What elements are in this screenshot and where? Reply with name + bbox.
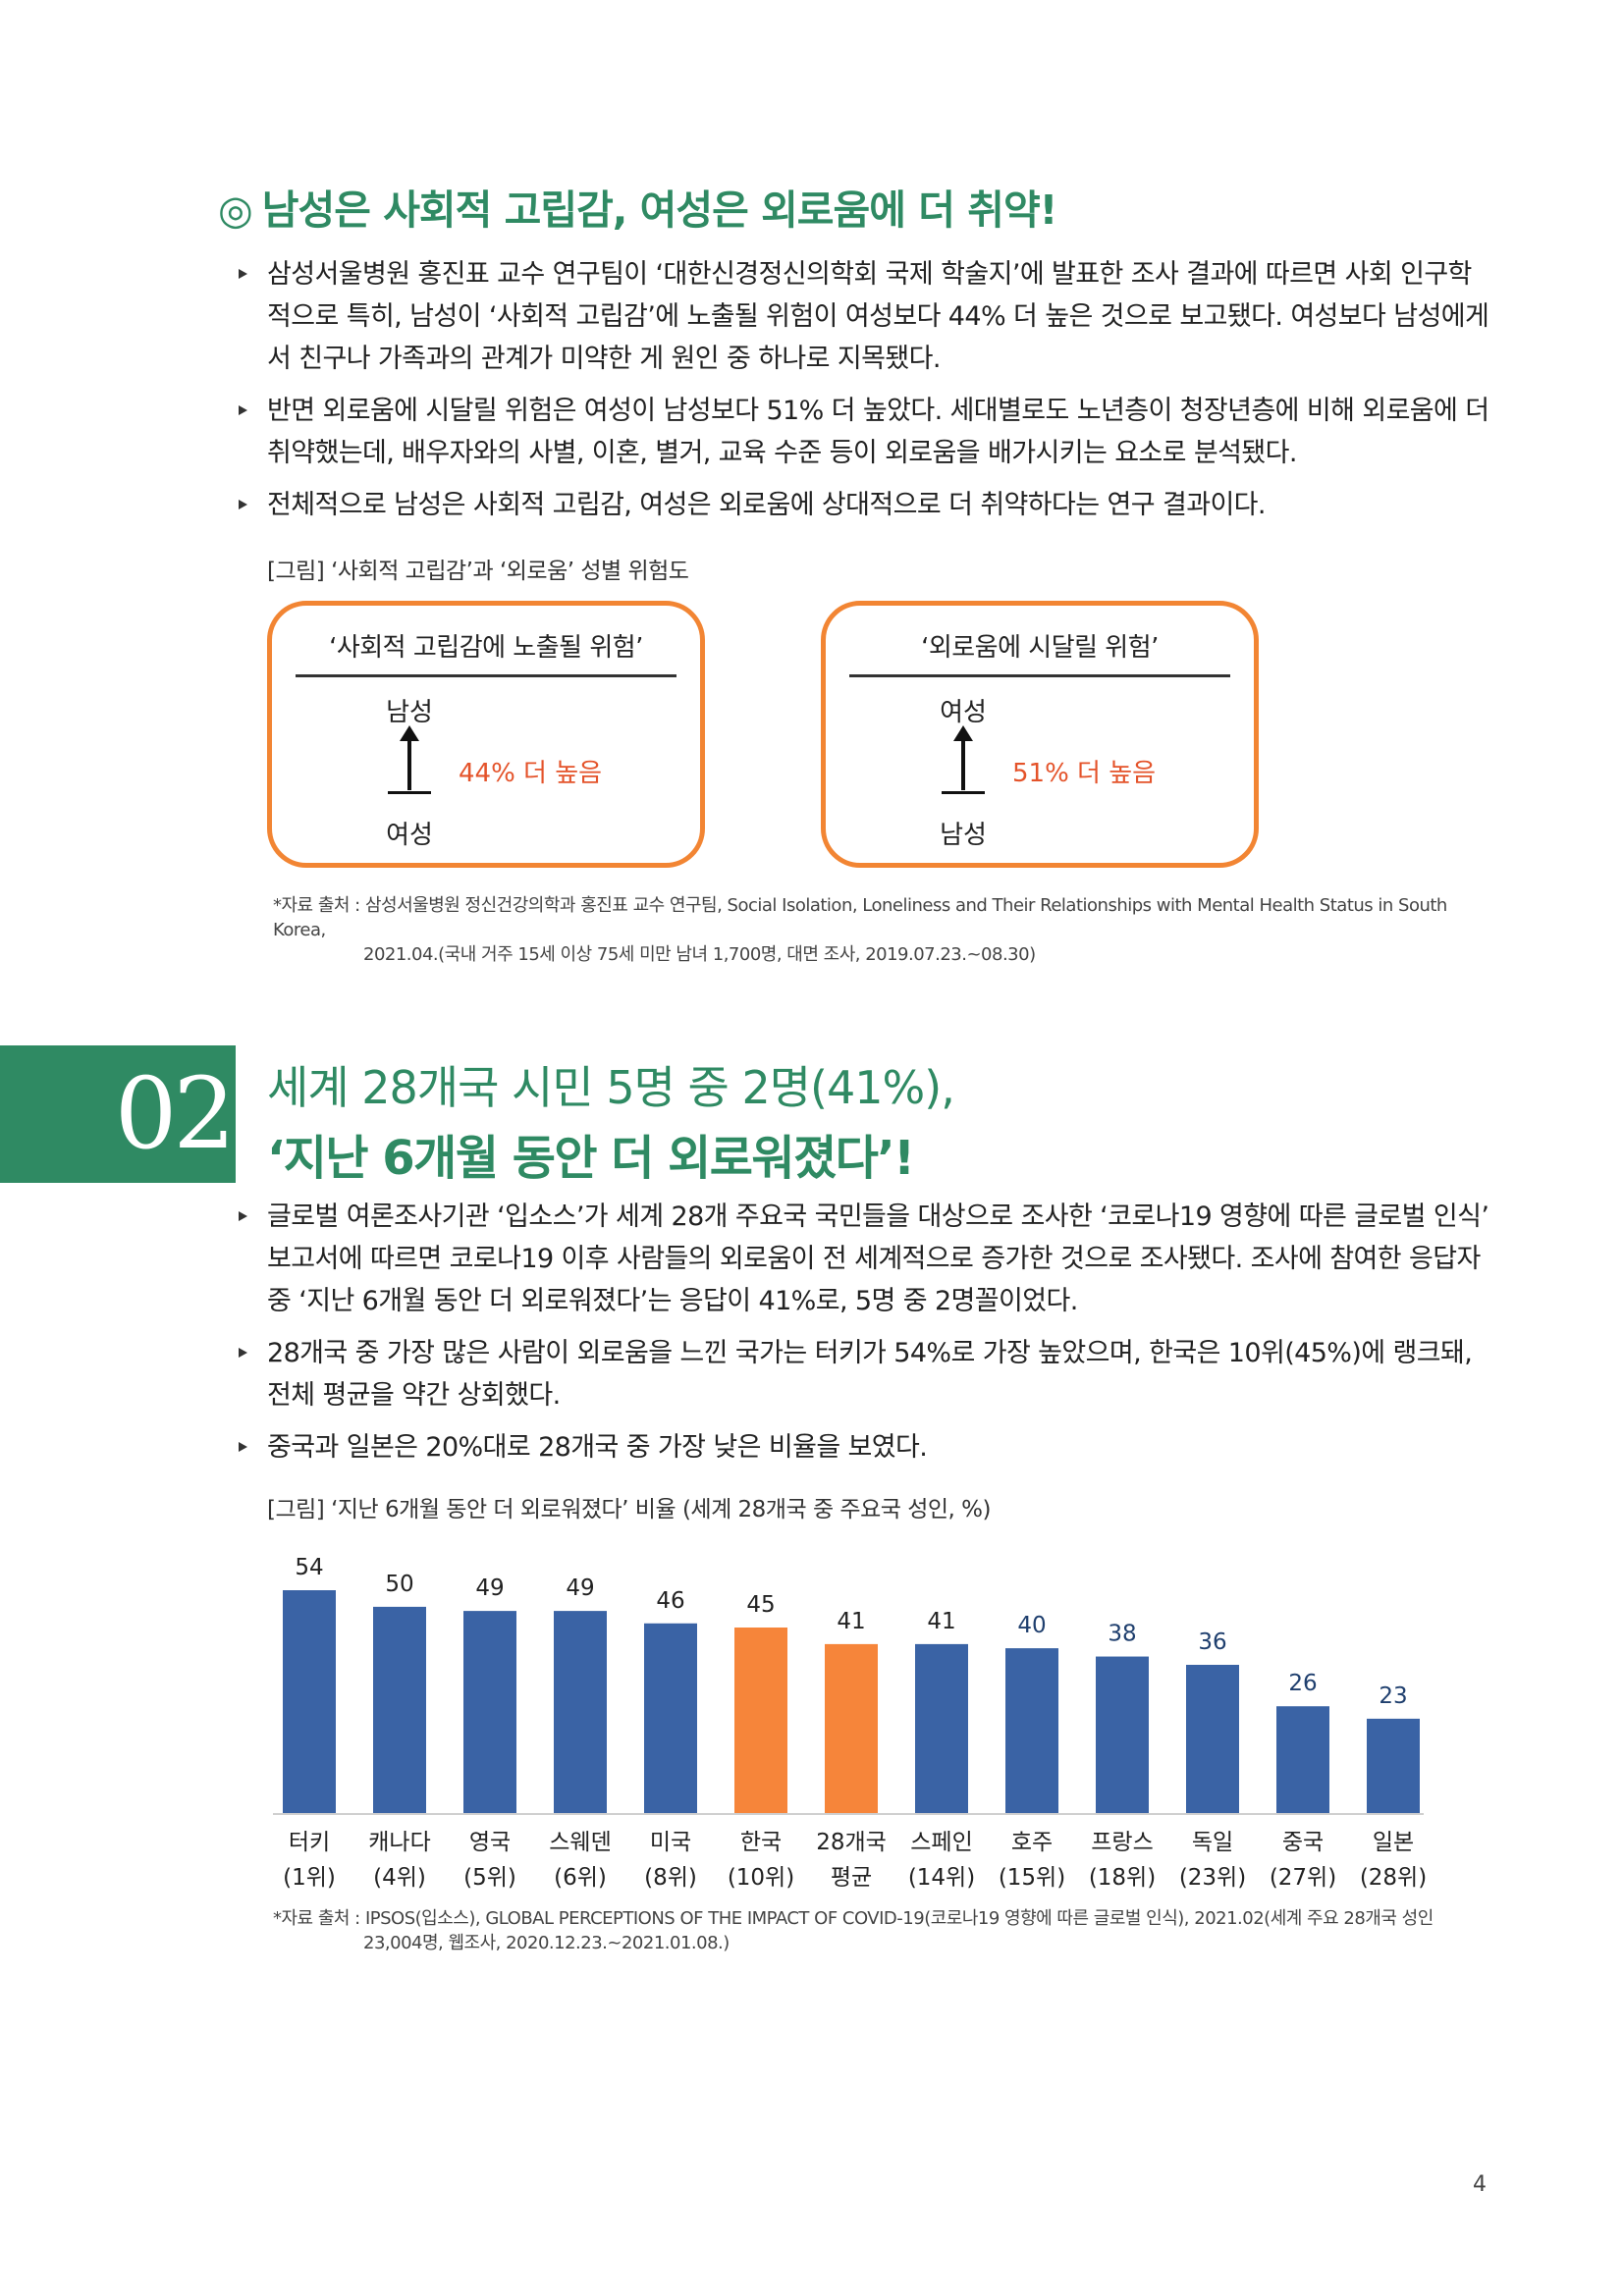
data-label: 54 [295,1555,323,1580]
rank-label: 평균 [831,1865,872,1891]
risk-box-isolation: ‘사회적 고립감에 노출될 위험’ 남성 44% 더 높음 여성 [267,601,705,868]
section1-heading-text: 남성은 사회적 고립감, 여성은 외로움에 더 취약! [261,187,1058,234]
category-label: 스페인 [910,1830,972,1855]
bar [554,1611,607,1814]
list-item: 글로벌 여론조사기관 ‘입소스’가 세계 28개 주요국 국민들을 대상으로 조… [236,1196,1492,1322]
risk-box-top-label: 여성 [940,698,987,727]
category-label: 영국 [469,1830,511,1855]
list-item: 반면 외로움에 시달릴 위험은 여성이 남성보다 51% 더 높았다. 세대별로… [236,390,1492,474]
divider [849,674,1230,677]
bar [1276,1706,1329,1814]
figure-caption: [그림] ‘지난 6개월 동안 더 외로워졌다’ 비율 (세계 28개국 중 주… [267,1497,991,1522]
divider [296,674,676,677]
risk-box-top-label: 남성 [386,698,433,727]
category-label: 일본 [1373,1830,1414,1855]
source-line: *자료 출처 : IPSOS(입소스), GLOBAL PERCEPTIONS … [273,1908,1434,1929]
source-note-1: *자료 출처 : 삼성서울병원 정신건강의학과 홍진표 교수 연구팀, Soci… [273,893,1500,967]
bar [1005,1648,1058,1814]
category-label: 스웨덴 [549,1830,611,1855]
bar [463,1611,516,1814]
arrow-up-icon [400,725,419,790]
source-line: *자료 출처 : 삼성서울병원 정신건강의학과 홍진표 교수 연구팀, Soci… [273,895,1447,940]
section1-heading: ◎ 남성은 사회적 고립감, 여성은 외로움에 더 취약! [218,177,1058,236]
bar [734,1628,787,1814]
risk-box-loneliness: ‘외로움에 시달릴 위험’ 여성 51% 더 높음 남성 [821,601,1259,868]
data-label: 40 [1017,1613,1046,1638]
data-label: 46 [656,1588,684,1614]
list-item: 전체적으로 남성은 사회적 고립감, 여성은 외로움에 상대적으로 더 취약하다… [236,484,1492,526]
category-label: 미국 [650,1830,691,1855]
data-label: 41 [837,1609,865,1634]
category-label: 프랑스 [1091,1830,1153,1855]
source-note-2: *자료 출처 : IPSOS(입소스), GLOBAL PERCEPTIONS … [273,1906,1500,1955]
rank-label: (23위) [1179,1865,1246,1891]
arrow-base [942,791,985,794]
risk-box-title: ‘사회적 고립감에 노출될 위험’ [329,633,643,663]
data-label: 38 [1108,1622,1136,1647]
rank-label: (27위) [1270,1865,1336,1891]
bar [283,1590,336,1814]
risk-box-title: ‘외로움에 시달릴 위험’ [921,633,1159,663]
data-label: 50 [385,1572,413,1597]
data-label: 49 [475,1575,504,1601]
section1-bullets: 삼성서울병원 홍진표 교수 연구팀이 ‘대한신경정신의학회 국제 학술지’에 발… [236,253,1492,536]
section2-bullets: 글로벌 여론조사기관 ‘입소스’가 세계 28개 주요국 국민들을 대상으로 조… [236,1196,1492,1478]
bar [1367,1718,1420,1814]
bar [1186,1665,1239,1814]
section-number: 02 [0,1045,236,1183]
rank-label: (15위) [999,1865,1065,1891]
rank-label: (18위) [1089,1865,1156,1891]
bar-chart: 54 터키 (1위) 50 캐나다 (4위) 49 영국 (5위) 49 스웨덴 (6위) 46 미국 (8… [273,1555,1427,1891]
double-circle-icon: ◎ [218,187,253,234]
category-label: 한국 [740,1830,782,1855]
category-label: 28개국 [816,1830,887,1855]
bar [644,1623,697,1814]
arrow-base [388,791,431,794]
bar [373,1606,426,1814]
category-label: 호주 [1011,1830,1053,1855]
risk-box-percent: 51% 더 높음 [1012,759,1157,788]
section2-heading-line2: ‘지난 6개월 동안 더 외로워졌다’! [267,1131,915,1186]
rank-label: (28위) [1360,1865,1427,1891]
data-label: 41 [927,1609,955,1634]
category-label: 독일 [1192,1830,1233,1855]
source-line: 2021.04.(국내 거주 15세 이상 75세 미만 남녀 1,700명, … [363,944,1036,965]
bar [915,1643,968,1814]
data-label: 45 [746,1592,775,1618]
bar [825,1643,878,1814]
category-label: 캐나다 [368,1830,430,1855]
risk-box-bottom-label: 남성 [940,821,987,850]
list-item: 28개국 중 가장 많은 사람이 외로움을 느낀 국가는 터키가 54%로 가장… [236,1332,1492,1416]
risk-box-percent: 44% 더 높음 [459,759,603,788]
rank-label: (14위) [908,1865,975,1891]
page-number: 4 [1473,2172,1487,2197]
data-label: 26 [1288,1671,1317,1696]
figure-caption: [그림] ‘사회적 고립감’과 ‘외로움’ 성별 위험도 [267,559,689,584]
data-label: 36 [1198,1629,1226,1655]
arrow-up-icon [953,725,973,790]
bar [1096,1656,1149,1814]
rank-label: (6위) [554,1865,607,1891]
list-item: 삼성서울병원 홍진표 교수 연구팀이 ‘대한신경정신의학회 국제 학술지’에 발… [236,253,1492,380]
data-label: 23 [1379,1683,1407,1709]
section2-heading-line1: 세계 28개국 시민 5명 중 2명(41%), [267,1061,955,1114]
data-label: 49 [566,1575,594,1601]
category-label: 중국 [1282,1830,1324,1855]
rank-label: (10위) [728,1865,794,1891]
rank-label: (4위) [373,1865,426,1891]
source-line: 23,004명, 웹조사, 2020.12.23.~2021.01.08.) [363,1933,730,1953]
risk-box-bottom-label: 여성 [386,821,433,850]
rank-label: (8위) [644,1865,697,1891]
rank-label: (1위) [283,1865,336,1891]
rank-label: (5위) [463,1865,516,1891]
list-item: 중국과 일본은 20%대로 28개국 중 가장 낮은 비율을 보였다. [236,1426,1492,1468]
category-label: 터키 [289,1830,330,1855]
